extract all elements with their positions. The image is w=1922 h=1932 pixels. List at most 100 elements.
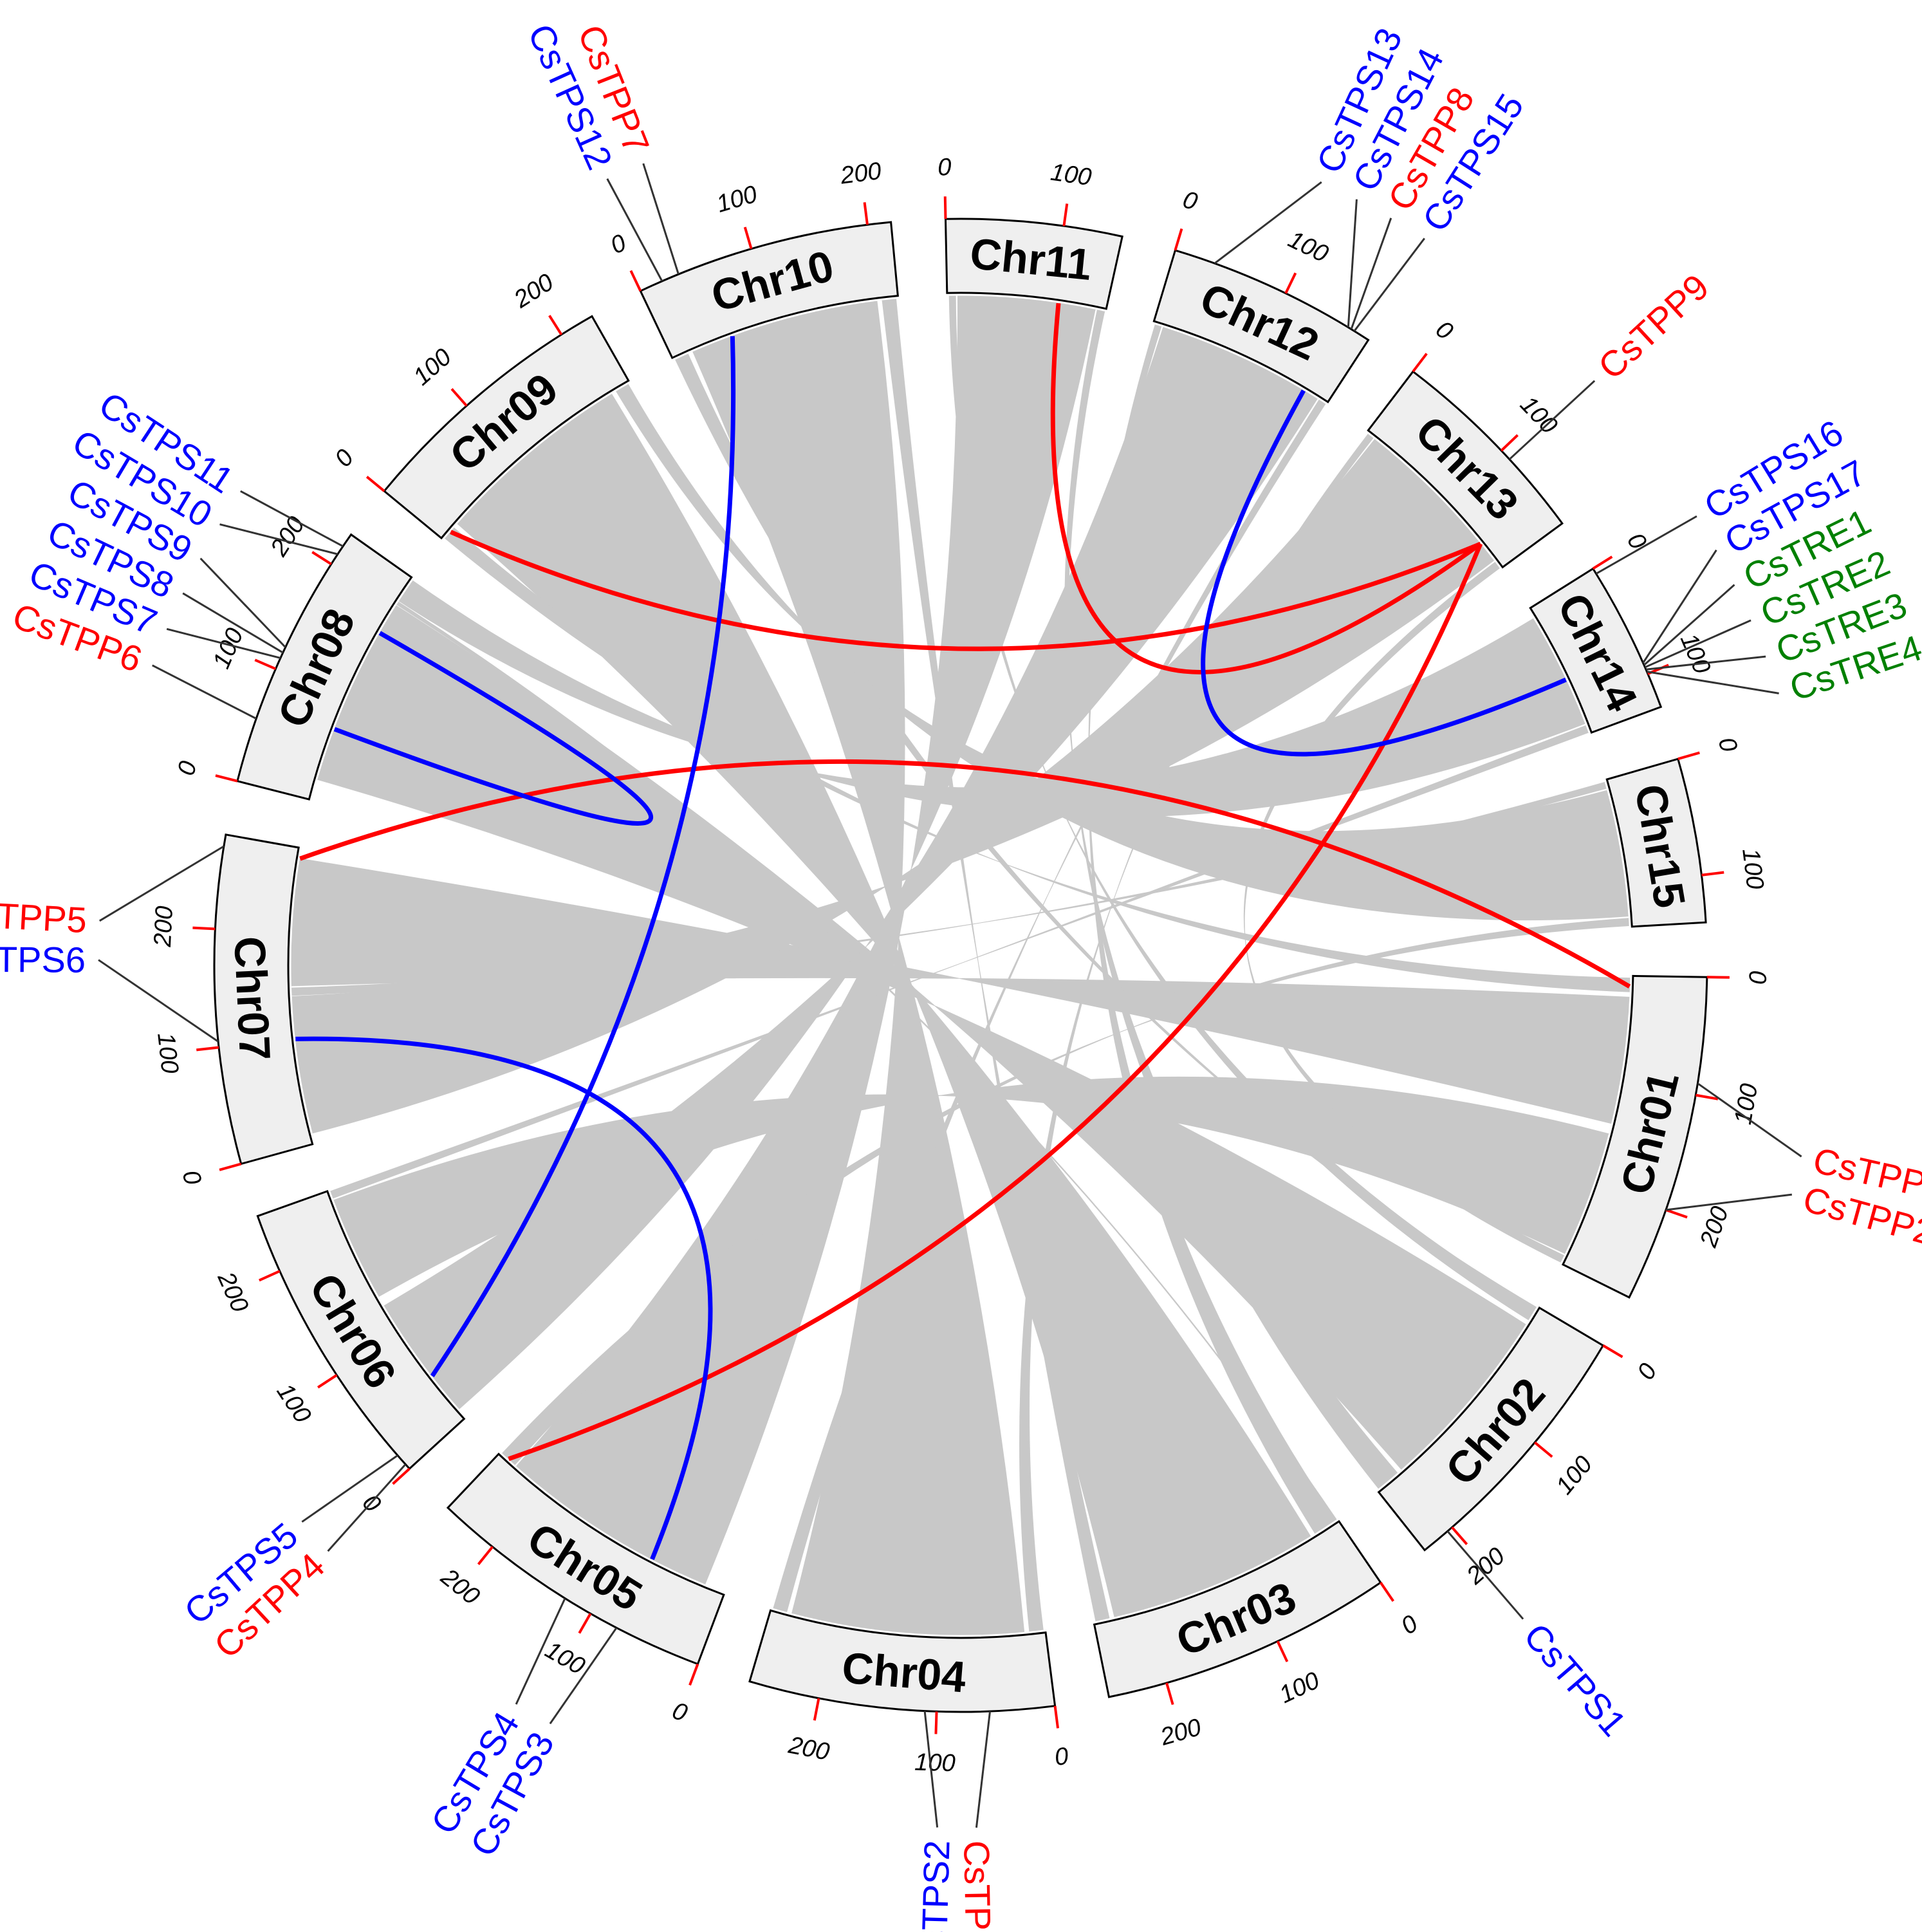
tick-label: 200 (212, 1267, 254, 1316)
tick-label: 100 (714, 181, 761, 218)
synteny-ribbon-chr08-chr14-8 (398, 580, 1585, 817)
tick-label: 0 (938, 154, 952, 181)
gene-connector (923, 1711, 939, 1828)
gene-connector (240, 490, 344, 548)
tick-label: 200 (436, 1563, 485, 1610)
tick-mark (743, 227, 753, 250)
tick-label: 0 (1430, 316, 1457, 346)
tick-mark (548, 315, 563, 335)
tick-label: 200 (1461, 1543, 1510, 1590)
tick-mark (943, 196, 947, 219)
tick-mark (219, 1162, 242, 1171)
gene-label: CsTPP3 (956, 1840, 999, 1932)
duplication-link-tps-7 (333, 631, 654, 826)
tick-mark (1706, 976, 1730, 979)
tick-mark (1062, 203, 1069, 227)
tick-label: 100 (1551, 1451, 1598, 1500)
tick-mark (1701, 871, 1724, 877)
gene-connector (1697, 1082, 1802, 1158)
chromosome-box (944, 218, 1123, 310)
tick-label: 100 (1284, 226, 1332, 268)
duplication-link-tpp-3 (508, 543, 1483, 1462)
gene-connector (182, 592, 284, 654)
tick-mark (192, 926, 216, 931)
gene-cstpp9: CsTPP9 (1508, 266, 1717, 460)
chromosome-box (1605, 757, 1707, 928)
chromosome-box (748, 1609, 1057, 1713)
tick-label: 100 (271, 1379, 316, 1428)
tick-mark (1451, 1526, 1468, 1545)
tick-mark (450, 387, 468, 407)
chromosome-box (1152, 249, 1370, 404)
gene-connector (98, 959, 219, 1043)
gene-label: CsTPS6 (0, 939, 86, 980)
gene-connector (99, 845, 225, 922)
synteny-ribbon-chr15-chr05-14 (502, 918, 1629, 1465)
tick-label: 100 (1730, 1082, 1763, 1127)
tick-mark (317, 1373, 338, 1389)
duplication-links (295, 302, 1631, 1561)
gene-connector (606, 178, 663, 282)
tick-label: 200 (786, 1732, 831, 1766)
chromosome-box (446, 1453, 725, 1666)
synteny-ribbon-chr07-chr15-19 (291, 781, 1607, 996)
tick-label: 0 (1713, 734, 1742, 755)
gene-connector (1508, 380, 1596, 460)
tick-label: 100 (1675, 629, 1715, 678)
tick-mark (392, 1467, 411, 1485)
tick-label: 200 (509, 269, 559, 314)
gene-connector (1214, 181, 1322, 265)
gene-connector (166, 627, 281, 659)
tick-mark (365, 476, 385, 492)
tick-mark (1602, 1344, 1623, 1359)
tick-mark (258, 1270, 281, 1282)
gene-connector (1643, 584, 1735, 666)
gene-connector (1647, 671, 1779, 694)
tick-mark (1284, 272, 1297, 294)
chromosome-box (1093, 1519, 1382, 1698)
chromosome-box (1529, 567, 1663, 734)
gene-connector (549, 1627, 618, 1725)
synteny-ribbon-chr13-chr01-13 (1243, 562, 1564, 1263)
gene-connector (327, 1463, 407, 1552)
chromosome-box (639, 221, 899, 360)
tick-mark (1053, 1705, 1060, 1729)
tick-mark (1665, 1209, 1688, 1219)
synteny-ribbon-chr10-chr03-10 (882, 299, 1110, 1622)
tick-label: 100 (1737, 847, 1768, 891)
gene-connector (1644, 619, 1751, 669)
synteny-ribbon-chr14-chr06-15 (330, 725, 1589, 1199)
gene-connector (1595, 515, 1697, 575)
gene-connector (1665, 1193, 1793, 1211)
duplication-link-tps-4 (430, 336, 736, 1377)
chromosome-label: Chr04 (840, 1643, 968, 1702)
tick-mark (1677, 751, 1700, 761)
tick-label: 100 (1275, 1667, 1324, 1709)
synteny-ribbon-chr11-chr02-11 (1064, 310, 1398, 1489)
gene-connector (1645, 655, 1766, 671)
tick-label: 0 (606, 229, 630, 259)
gene-connector (1642, 549, 1717, 664)
duplication-link-tpp-0 (299, 759, 1631, 989)
tick-label: 100 (409, 344, 457, 391)
tick-label: 100 (914, 1749, 956, 1777)
duplication-link-tps-5 (1201, 389, 1567, 757)
tick-label: 0 (177, 1167, 207, 1188)
chromosome-box (383, 315, 630, 540)
tick-label: 200 (838, 158, 883, 190)
gene-connector (1353, 237, 1425, 332)
synteny-ribbon-chr10-chr02-21 (675, 353, 1537, 1309)
tick-mark (863, 202, 869, 225)
chromosome-box (1377, 1306, 1605, 1552)
tick-label: 0 (669, 1697, 691, 1727)
chromosome-box (256, 1190, 466, 1471)
gene-label: CsTPP9 (1591, 266, 1717, 387)
chromosome-chr07: Chr07 0 100 200 (149, 833, 314, 1188)
synteny-ribbon-chr07-chr13-7 (291, 439, 1494, 1134)
tick-label: 0 (1053, 1743, 1070, 1771)
tick-mark (1500, 434, 1519, 452)
